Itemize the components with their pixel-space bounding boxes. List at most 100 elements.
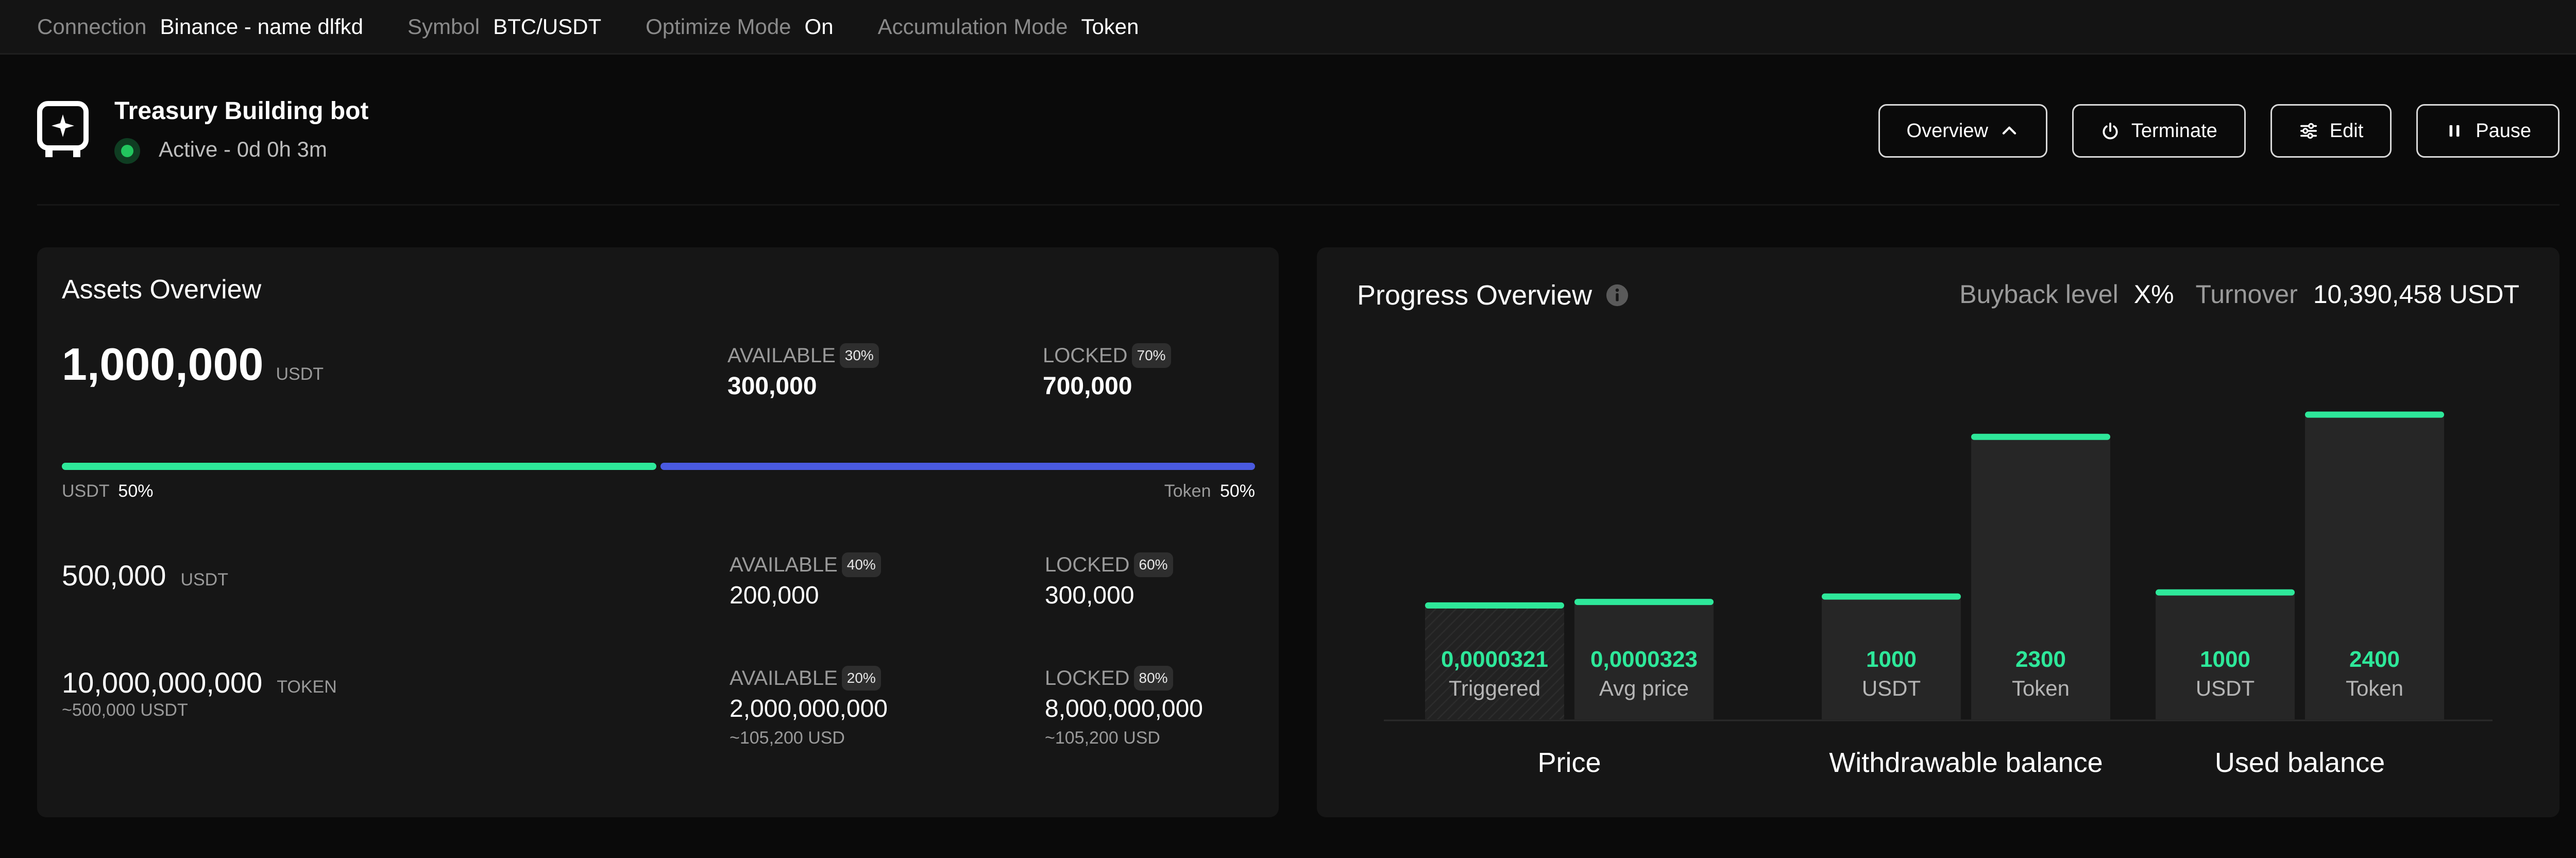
bar-value-label: 0,0000323 [1590,647,1698,672]
bar-value-label: 2300 [2015,647,2066,672]
total-unit: USDT [276,364,324,384]
token-available-label-row: AVAILABLE 20% [730,666,888,691]
bot-actions: Overview Terminate Edit [1878,104,2560,158]
progress-bar-chart: 0,0000321 Triggered 0,0000323 Avg price Pric… [1384,411,2493,778]
token-locked-note: ~105,200 USD [1045,728,1160,748]
token-locked-badge: 80% [1133,666,1173,691]
bar-cap-0-0 [1425,602,1564,609]
token-available-note: ~105,200 USD [730,728,845,748]
pause-icon [2449,125,2460,137]
sliders-icon [2300,123,2317,139]
status-indicator [114,138,140,164]
total-amount: 1,000,000 [62,339,264,390]
bar-cap-1-1 [1971,433,2110,440]
buyback-level-value: X% [2133,280,2174,309]
usdt-balance: 500,000 USDT [62,559,228,592]
progress-overview-header: Progress Overview [1357,279,1629,311]
connection-label: Connection [37,14,147,39]
chevron-up-icon [2002,126,2016,134]
turnover-label: Turnover [2195,280,2298,309]
token-locked: LOCKED 80% 8,000,000,000 ~105,200 USD [1045,666,1203,748]
token-amount-row: 10,000,000,000 TOKEN [62,666,337,699]
token-locked-label: LOCKED [1045,666,1130,689]
accumulation-mode-label: Accumulation Mode [877,14,1068,39]
token-locked-label-row: LOCKED 80% [1045,666,1203,691]
usdt-split-pct: 50% [118,481,154,501]
symbol-value: BTC/USDT [493,14,602,39]
progress-overview-panel: 0,0000321 Triggered 0,0000323 Avg price Pric… [1317,247,2560,817]
total-locked: LOCKED 70% 700,000 [1043,343,1171,400]
usdt-amount: 500,000 [62,559,166,592]
usdt-locked-badge: 60% [1133,552,1173,577]
bar-category-label: Triggered [1449,676,1540,700]
turnover-value: 10,390,458 USDT [2313,280,2519,309]
usdt-split-label: USDT 50% [62,481,153,501]
terminate-button[interactable]: Terminate [2072,104,2246,158]
bar-value-label: 0,0000321 [1441,647,1548,672]
bot-status: Active - 0d 0h 3m [159,137,327,161]
bar-value-label: 1000 [2200,647,2250,672]
bar-value-label: 2400 [2349,647,2400,672]
optimize-mode-value: On [804,14,834,39]
usdt-locked-value: 300,000 [1045,582,1134,609]
total-locked-value: 700,000 [1043,373,1132,400]
edit-button[interactable]: Edit [2270,104,2392,158]
total-available: AVAILABLE 30% 300,000 [727,343,879,400]
bar-0-0 [1425,605,1564,719]
token-available-value: 2,000,000,000 [730,695,888,722]
token-approx-value: ~500,000 USDT [62,700,188,720]
token-amount: 10,000,000,000 [62,666,263,699]
symbol-label: Symbol [408,14,480,39]
bot-title: Treasury Building bot [114,97,369,125]
token-split-name: Token [1164,481,1211,501]
usdt-split-name: USDT [62,481,109,501]
group-label: Price [1537,747,1601,778]
token-available-label: AVAILABLE [730,666,838,689]
progress-metrics: Buyback level X% Turnover 10,390,458 USD… [1959,279,2519,309]
bar-cap-0-1 [1574,599,1714,605]
bar-1-1 [1971,436,2110,719]
accumulation-mode-value: Token [1081,14,1139,39]
pause-button-label: Pause [2476,120,2531,142]
accumulation-mode-info: Accumulation Mode Token [878,14,1139,39]
usdt-locked-label: LOCKED [1045,553,1130,576]
symbol-info: Symbol BTC/USDT [408,14,601,39]
bar-0-1 [1574,602,1714,719]
usdt-locked: LOCKED 60% 300,000 [1045,552,1173,610]
total-available-label-row: AVAILABLE 30% [727,343,879,368]
bar-category-label: Avg price [1599,676,1689,700]
token-split-label: Token 50% [1164,481,1255,501]
token-unit: TOKEN [277,677,337,697]
overview-button-label: Overview [1906,120,1988,142]
info-icon[interactable] [1605,283,1629,307]
total-locked-label-row: LOCKED 70% [1043,343,1171,368]
usdt-available-badge: 40% [841,552,881,577]
usdt-available-value: 200,000 [730,582,819,609]
token-locked-value: 8,000,000,000 [1045,695,1203,722]
total-locked-badge: 70% [1131,343,1171,368]
assets-overview-panel: Assets Overview 1,000,000 USDT AVAILABLE… [37,247,1279,817]
token-available-badge: 20% [841,666,881,691]
progress-overview-title: Progress Overview [1357,280,1592,311]
bar-value-label: 1000 [1866,647,1917,672]
pause-button[interactable]: Pause [2416,104,2560,158]
bar-category-label: USDT [2196,676,2255,700]
edit-button-label: Edit [2329,120,2364,142]
bar-category-label: USDT [1862,676,1921,700]
total-balance: 1,000,000 USDT [62,338,324,391]
total-available-badge: 30% [839,343,879,368]
overview-dropdown-button[interactable]: Overview [1878,104,2047,158]
assets-overview-title: Assets Overview [62,275,262,305]
bar-cap-1-0 [1822,593,1961,600]
bar-1-0 [1822,596,1961,719]
total-available-value: 300,000 [727,373,817,400]
connection-info: Connection Binance - name dlfkd [37,14,363,39]
optimize-mode-label: Optimize Mode [646,14,791,39]
connection-info-bar: Connection Binance - name dlfkd Symbol B… [0,0,2576,55]
token-allocation-bar [660,463,1255,470]
usdt-unit: USDT [180,570,228,590]
group-label: Withdrawable balance [1829,747,2103,778]
total-locked-label: LOCKED [1043,344,1128,367]
bot-vault-icon [37,101,89,157]
